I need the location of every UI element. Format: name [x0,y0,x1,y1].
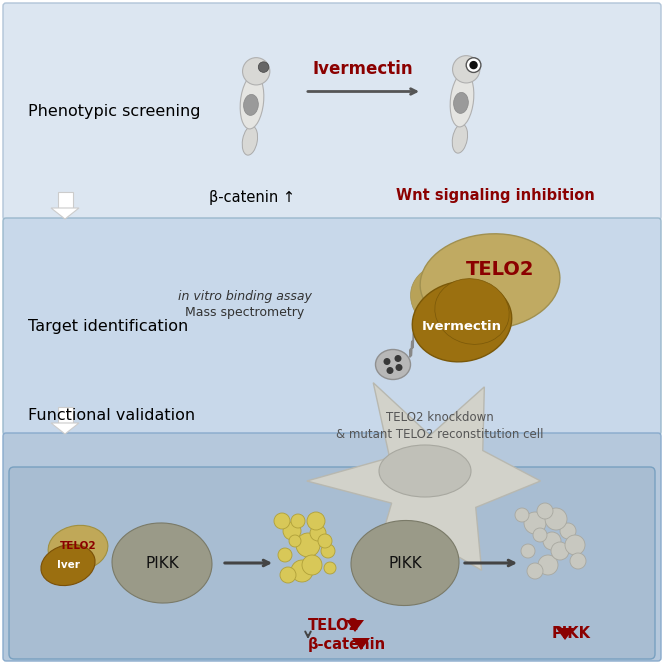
Circle shape [318,534,332,548]
Ellipse shape [48,525,108,570]
Circle shape [283,522,301,540]
Ellipse shape [410,263,499,336]
Circle shape [466,58,481,72]
Circle shape [296,533,320,557]
Bar [58,407,72,423]
Ellipse shape [420,234,560,329]
Circle shape [570,553,586,569]
Circle shape [324,562,336,574]
Text: PIKK: PIKK [388,556,422,570]
Circle shape [394,355,402,362]
Ellipse shape [450,72,474,127]
Text: TELO2: TELO2 [60,541,96,551]
Text: Mass spectrometry: Mass spectrometry [185,306,305,319]
Circle shape [289,535,301,547]
Ellipse shape [351,521,459,606]
Polygon shape [307,382,540,594]
FancyBboxPatch shape [3,433,661,661]
Text: PIKK: PIKK [552,627,591,641]
Text: Functional validation: Functional validation [28,408,195,424]
Circle shape [258,62,269,72]
Ellipse shape [435,279,509,345]
Text: TELO2: TELO2 [465,260,535,279]
Ellipse shape [452,124,467,153]
Text: β-catenin: β-catenin [308,637,386,651]
Circle shape [307,512,325,530]
Text: in vitro binding assay: in vitro binding assay [178,290,312,303]
Bar [58,192,72,208]
Polygon shape [346,620,364,632]
Text: Wnt signaling inhibition: Wnt signaling inhibition [396,188,594,203]
Circle shape [533,528,547,542]
Text: Ivermectin: Ivermectin [422,320,502,333]
Text: Iver: Iver [56,560,80,570]
Text: Ivermectin: Ivermectin [313,60,413,78]
Circle shape [278,548,292,562]
Text: PIKK: PIKK [145,556,179,570]
FancyBboxPatch shape [3,218,661,435]
Ellipse shape [41,544,95,586]
Circle shape [291,560,313,582]
Ellipse shape [244,94,258,116]
Ellipse shape [412,281,512,362]
Circle shape [527,563,543,579]
Ellipse shape [240,74,264,129]
Circle shape [396,364,402,371]
Polygon shape [352,638,370,650]
Circle shape [560,523,576,539]
Circle shape [302,555,322,575]
Circle shape [551,542,569,560]
Circle shape [521,544,535,558]
Circle shape [537,503,553,519]
Ellipse shape [242,126,258,155]
Text: Phenotypic screening: Phenotypic screening [28,104,201,119]
Ellipse shape [454,92,468,114]
Polygon shape [51,423,79,434]
Ellipse shape [376,349,410,380]
Polygon shape [51,208,79,219]
Ellipse shape [242,58,270,85]
Circle shape [384,358,390,365]
Circle shape [310,525,326,541]
Circle shape [274,513,290,529]
Circle shape [543,532,561,550]
Circle shape [515,508,529,522]
FancyBboxPatch shape [3,3,661,220]
Circle shape [565,535,585,555]
Text: β-catenin ↑: β-catenin ↑ [209,190,295,205]
Circle shape [538,555,558,575]
Polygon shape [556,628,574,640]
Circle shape [291,514,305,528]
Circle shape [545,508,567,530]
Circle shape [280,567,296,583]
Ellipse shape [112,523,212,603]
Circle shape [524,512,546,534]
FancyBboxPatch shape [9,467,655,659]
Circle shape [469,61,478,69]
Text: Target identification: Target identification [28,319,189,334]
Text: TELO2: TELO2 [308,618,360,633]
Circle shape [321,544,335,558]
Circle shape [386,367,394,374]
Ellipse shape [453,56,480,83]
Text: TELO2 knockdown
& mutant TELO2 reconstitution cell: TELO2 knockdown & mutant TELO2 reconstit… [336,411,544,441]
Ellipse shape [379,445,471,497]
